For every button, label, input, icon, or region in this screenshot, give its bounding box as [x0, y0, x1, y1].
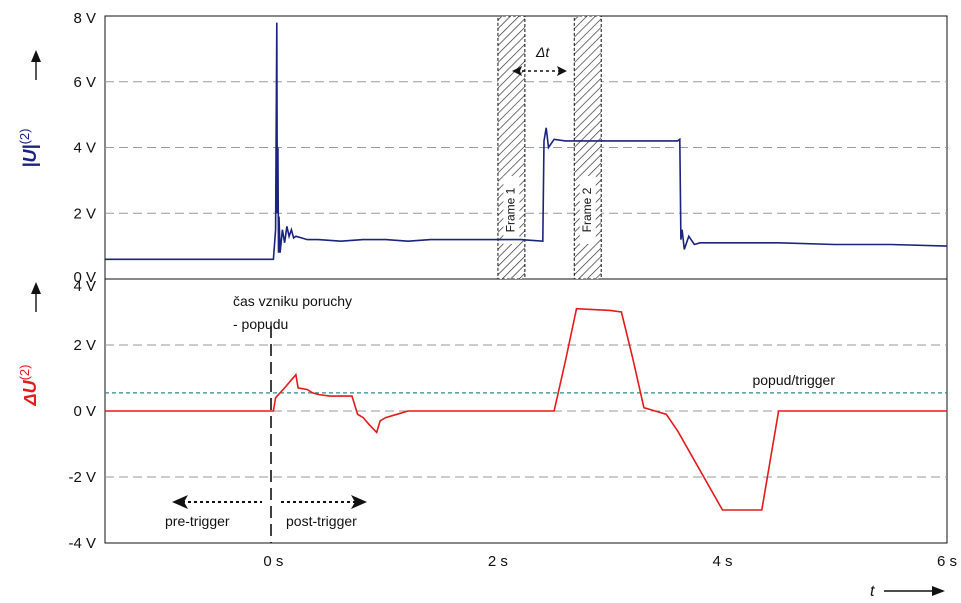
x-tick-label: 2 s [488, 553, 508, 570]
y-tick-label: 4 V [73, 278, 96, 295]
frame-label: Frame 2 [580, 187, 594, 232]
bottom-y-ticks: -4 V -2 V 0 V 2 V 4 V [68, 278, 96, 552]
post-trigger-arrow [281, 495, 367, 509]
x-tick-label: 6 s [937, 553, 957, 570]
top-ylabel: |U|(2) [17, 50, 41, 167]
delta-t-label: Δt [535, 44, 550, 60]
frame-bands: Frame 1 Frame 2 [497, 15, 602, 280]
y-tick-label: 0 V [73, 403, 96, 420]
delta-t-arrow [512, 66, 567, 76]
y-tick-label: 6 V [73, 74, 96, 91]
svg-text:ΔU(2): ΔU(2) [17, 365, 40, 407]
y-tick-label: 4 V [73, 140, 96, 157]
top-grid [105, 81, 947, 214]
pre-trigger-arrow [172, 495, 262, 509]
trigger-threshold-label: popud/trigger [752, 372, 835, 388]
x-tick-label: 0 s [263, 553, 283, 570]
trigger-note-line2: - popudu [233, 316, 288, 332]
svg-text:|U|(2): |U|(2) [17, 129, 40, 168]
frame-label-bg [503, 176, 520, 244]
pre-trigger-label: pre-trigger [165, 513, 230, 529]
bottom-ylabel: ΔU(2) [17, 282, 41, 406]
post-trigger-label: post-trigger [286, 513, 357, 529]
x-axis-label: t [870, 583, 945, 600]
svg-text:t: t [870, 583, 875, 600]
top-y-ticks: 0 V 2 V 4 V 6 V 8 V [73, 10, 96, 286]
frame-label: Frame 1 [504, 187, 518, 232]
y-tick-label: 2 V [73, 205, 96, 222]
frame-label-bg [579, 176, 596, 244]
x-tick-label: 4 s [712, 553, 732, 570]
y-tick-label: 2 V [73, 337, 96, 354]
y-tick-label: -2 V [68, 469, 96, 486]
top-series-line [105, 22, 948, 261]
y-tick-label: 8 V [73, 10, 96, 27]
bottom-series-line [105, 307, 947, 511]
x-ticks: 0 s 2 s 4 s 6 s [263, 553, 957, 570]
trigger-note-line1: čas vzniku poruchy [233, 293, 352, 309]
y-tick-label: -4 V [68, 535, 96, 552]
y-tick-label: 0 V [73, 269, 96, 286]
